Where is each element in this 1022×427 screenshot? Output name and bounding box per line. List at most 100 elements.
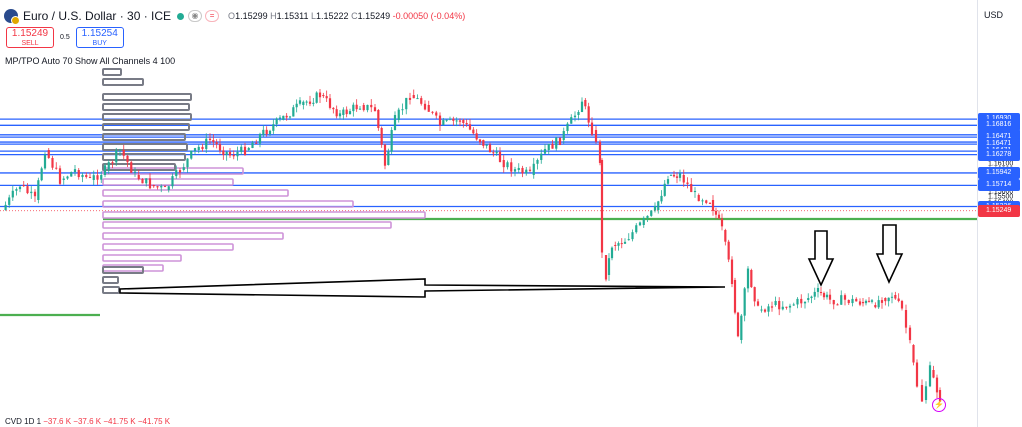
candle-body bbox=[18, 186, 22, 190]
candle-body bbox=[338, 113, 342, 117]
candle-body bbox=[708, 202, 712, 204]
candle-body bbox=[222, 150, 225, 155]
currency-selector[interactable]: USD bbox=[984, 10, 1004, 20]
candle-body bbox=[228, 151, 232, 156]
candle-body bbox=[920, 385, 924, 402]
candle-body bbox=[352, 104, 355, 112]
symbol-header: Euro / U.S. Dollar · 30 · ICE ◉ = O1.152… bbox=[4, 6, 465, 26]
candle-body bbox=[115, 150, 118, 163]
candle-body bbox=[492, 152, 495, 154]
candle-body bbox=[88, 177, 92, 179]
market-profile bbox=[102, 68, 426, 294]
candle-body bbox=[528, 169, 532, 171]
down-arrow-annotation-1 bbox=[807, 230, 835, 287]
buy-button[interactable]: 1.15254 BUY bbox=[75, 27, 124, 48]
candle-body bbox=[642, 217, 645, 225]
candle-body bbox=[92, 175, 95, 180]
candle-body bbox=[171, 176, 174, 187]
symbol-title[interactable]: Euro / U.S. Dollar · 30 · ICE bbox=[23, 9, 172, 23]
candle-body bbox=[517, 167, 520, 170]
candle-body bbox=[701, 200, 704, 202]
candle-body bbox=[897, 298, 900, 302]
sell-button[interactable]: 1.15249 SELL bbox=[6, 27, 54, 48]
candle-body bbox=[594, 130, 598, 142]
candle-body bbox=[623, 241, 627, 244]
candle-body bbox=[240, 146, 243, 152]
candle-body bbox=[377, 110, 380, 128]
candle-body bbox=[935, 377, 939, 393]
left-arrow-annotation bbox=[119, 278, 726, 298]
candle-body bbox=[714, 210, 718, 215]
candle-body bbox=[383, 144, 387, 166]
candle-body bbox=[763, 309, 767, 312]
candle-body bbox=[932, 370, 935, 378]
candle-body bbox=[130, 162, 133, 173]
candle-body bbox=[178, 170, 182, 173]
candle-body bbox=[521, 167, 524, 174]
candle-body bbox=[163, 186, 167, 188]
candle-body bbox=[462, 120, 465, 123]
candle-body bbox=[325, 96, 328, 99]
candle-body bbox=[315, 92, 318, 103]
high-value: 1.15311 bbox=[276, 11, 309, 21]
candle-body bbox=[697, 195, 700, 202]
profile-bar bbox=[102, 143, 188, 151]
candle-body bbox=[598, 141, 602, 163]
candle-body bbox=[366, 104, 369, 111]
candle-body bbox=[431, 111, 434, 113]
candle-body bbox=[727, 241, 730, 260]
candle-body bbox=[345, 109, 348, 115]
profile-bar bbox=[102, 133, 186, 141]
close-value: 1.15249 bbox=[357, 11, 391, 21]
candle-body bbox=[890, 296, 894, 298]
indicator-legend[interactable]: MP/TPO Auto 70 Show All Channels 4 100 bbox=[5, 56, 176, 66]
candle-body bbox=[510, 162, 513, 172]
candle-body bbox=[650, 210, 653, 216]
down-arrow-annotation-2 bbox=[875, 224, 904, 284]
candle-body bbox=[190, 150, 193, 159]
candle-body bbox=[262, 129, 265, 135]
profile-bar bbox=[102, 103, 190, 111]
candle-body bbox=[47, 150, 50, 158]
candle-body bbox=[285, 115, 288, 118]
candle-body bbox=[152, 185, 155, 187]
candle-body bbox=[573, 115, 577, 118]
cvd-indicator-legend[interactable]: CVD 1D 1 −37.6 K −37.6 K −41.75 K −41.75… bbox=[5, 417, 171, 426]
profile-bar bbox=[102, 221, 392, 229]
profile-bar bbox=[102, 167, 244, 175]
axis-tick-label: 1.15500 bbox=[988, 193, 1014, 201]
candle-body bbox=[904, 310, 908, 328]
candle-body bbox=[584, 100, 587, 107]
candle-body bbox=[156, 186, 159, 188]
candle-body bbox=[785, 306, 788, 308]
lightning-icon[interactable]: ⚡ bbox=[932, 398, 946, 412]
candle-body bbox=[832, 300, 835, 305]
candle-body bbox=[843, 295, 847, 300]
profile-bar bbox=[102, 113, 192, 121]
candle-body bbox=[435, 112, 438, 116]
candle-body bbox=[362, 105, 365, 111]
eye-icon[interactable]: ◉ bbox=[188, 10, 203, 22]
candle-body bbox=[536, 159, 539, 164]
candle-body bbox=[141, 179, 144, 184]
candle-body bbox=[851, 298, 854, 304]
candle-body bbox=[693, 190, 697, 193]
candle-body bbox=[288, 116, 292, 118]
candle-body bbox=[133, 171, 137, 173]
candle-body bbox=[412, 95, 415, 99]
candle-body bbox=[167, 186, 170, 190]
candle-body bbox=[332, 107, 335, 110]
candle-body bbox=[774, 300, 777, 305]
candle-body bbox=[908, 327, 912, 341]
candle-body bbox=[70, 172, 73, 177]
candle-body bbox=[912, 345, 915, 363]
candle-body bbox=[85, 174, 88, 178]
candle-body bbox=[393, 115, 397, 131]
candle-body bbox=[43, 154, 47, 169]
candle-body bbox=[847, 300, 850, 304]
candle-body bbox=[825, 294, 829, 298]
hide-icon[interactable]: = bbox=[205, 10, 220, 22]
candle-body bbox=[753, 287, 756, 302]
candle-body bbox=[672, 174, 676, 177]
